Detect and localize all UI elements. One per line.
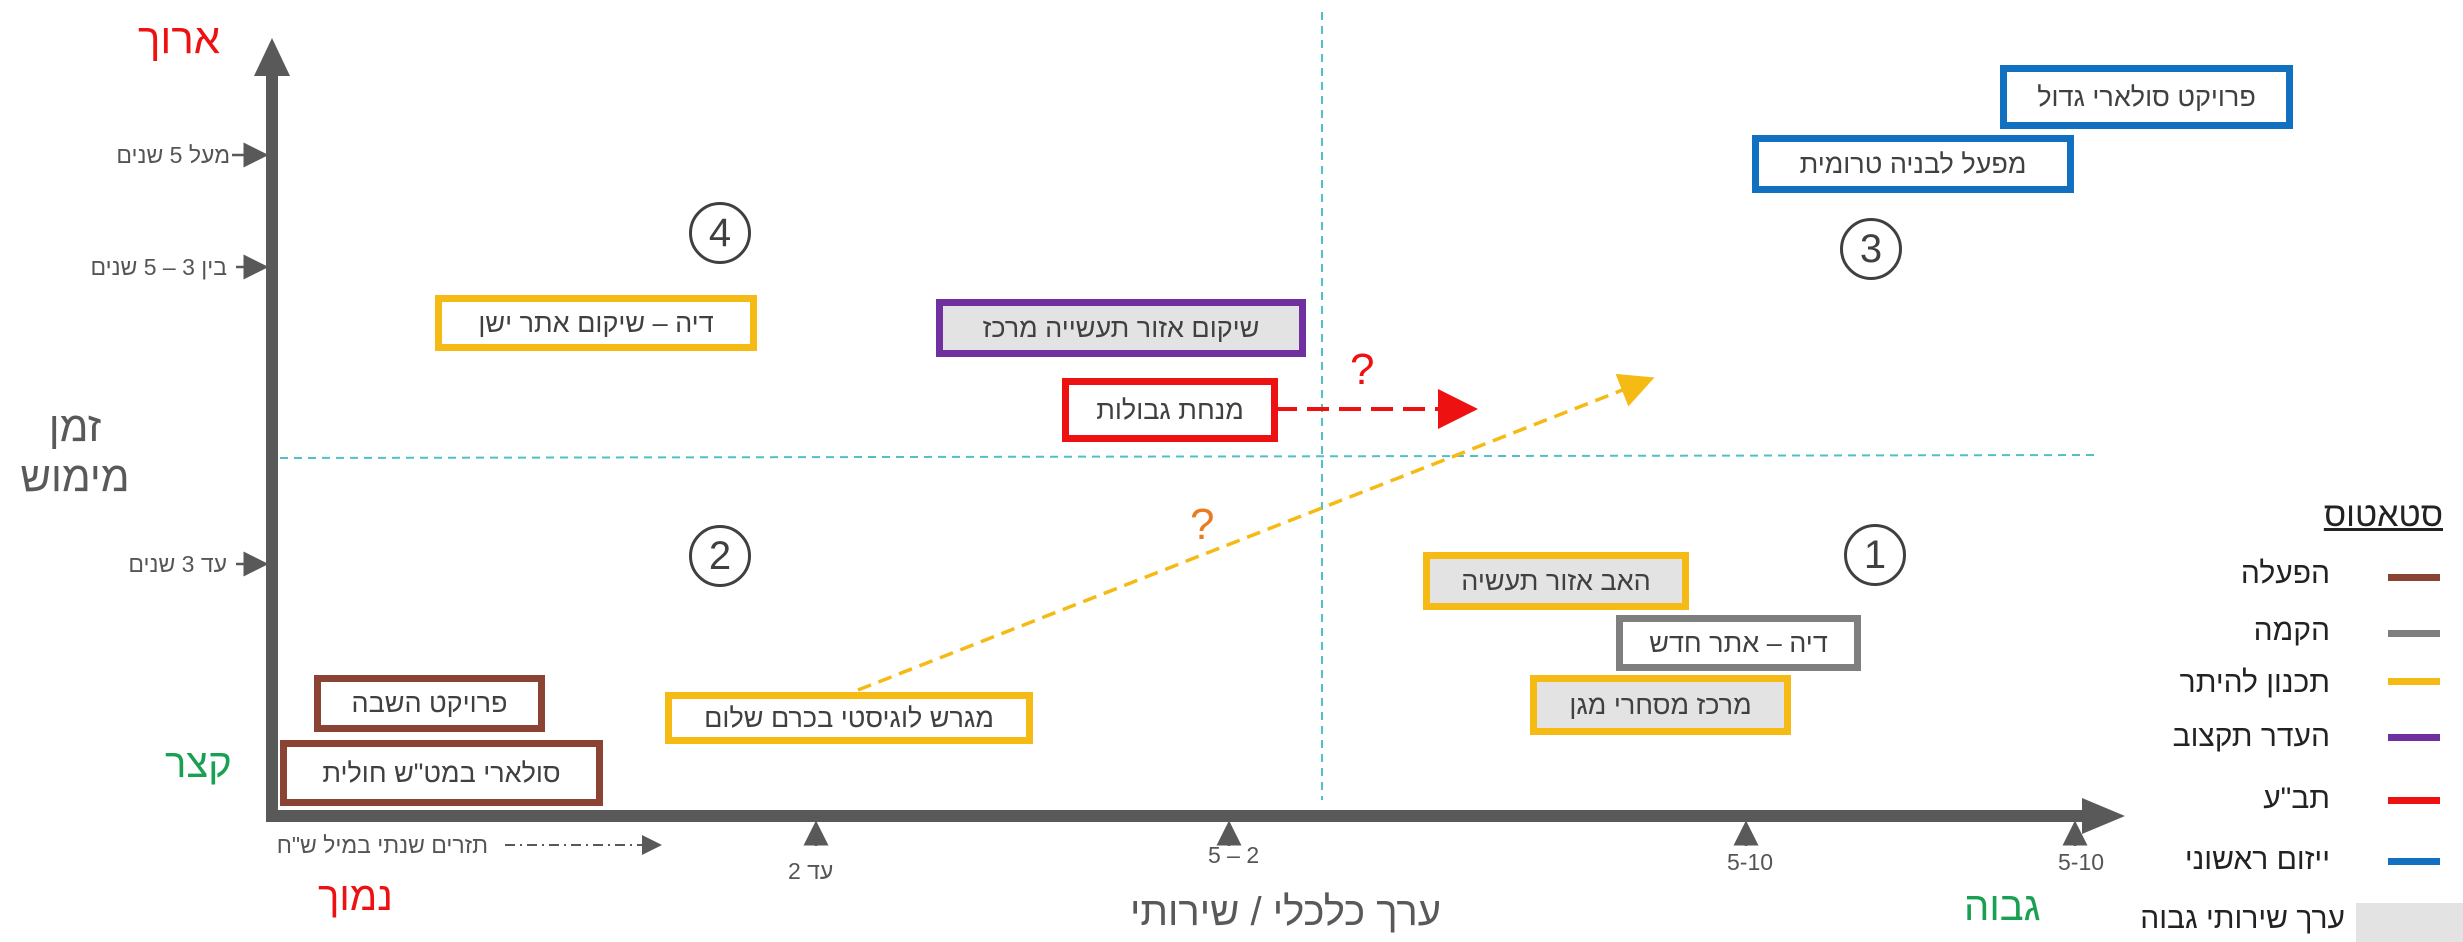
x-left-label: נמוך — [318, 875, 393, 919]
project-box: סולארי במט"ש חולית — [280, 740, 603, 806]
yellow-transition-arrow — [857, 373, 1655, 692]
project-box: מנחת גבולות — [1062, 378, 1278, 442]
y-tick-label: עד 3 שנים — [128, 551, 227, 577]
y-tick-label: בין 3 – 5 שנים — [90, 254, 227, 280]
project-box: דיה – שיקום אתר ישן — [435, 295, 757, 351]
legend-title: סטאטוס — [2323, 496, 2443, 534]
legend-item-label: ייזום ראשוני — [2184, 843, 2330, 876]
horizontal-guide-line — [279, 454, 2101, 459]
quadrant-number: 3 — [1840, 218, 1902, 280]
legend-color-line — [2388, 797, 2440, 804]
legend-color-line — [2388, 734, 2440, 741]
question-mark: ? — [1350, 345, 1375, 394]
legend-item-label: תכנון להיתר — [2179, 666, 2330, 699]
x-right-label: גבוה — [1964, 885, 2041, 929]
y-axis-title-line1: זמן — [48, 403, 102, 450]
project-box: האב אזור תעשיה — [1423, 552, 1689, 610]
y-top-label: ארוך — [138, 15, 221, 62]
x-axis-arrowhead — [2082, 798, 2125, 834]
quadrant-number: 4 — [689, 202, 751, 264]
x-tick-label: 2 – 5 — [1208, 842, 1260, 868]
y-tick-label: מעל 5 שנים — [116, 142, 230, 168]
legend-item-label: תב"ע — [2263, 782, 2330, 815]
y-bottom-label: קצר — [165, 742, 232, 786]
y-axis-arrowhead — [254, 38, 290, 76]
project-box: דיה – אתר חדש — [1616, 615, 1861, 671]
project-box: שיקום אזור תעשייה מרכז — [936, 299, 1306, 357]
legend-high-service-label: ערך שירותי גבוה — [2140, 902, 2345, 935]
legend-item-label: הקמה — [2253, 614, 2330, 647]
project-box: מפעל לבניה טרומית — [1752, 135, 2074, 193]
cashflow-note: תזרים שנתי במיל ש"ח — [276, 832, 488, 858]
project-box: מרכז מסחרי מגן — [1530, 675, 1791, 735]
legend-color-line — [2388, 574, 2440, 581]
question-mark: ? — [1190, 500, 1215, 549]
legend-color-line — [2388, 858, 2440, 865]
quadrant-number: 1 — [1844, 524, 1906, 586]
x-tick-label: עד 2 — [788, 858, 834, 884]
quadrant-number: 2 — [689, 525, 751, 587]
legend-item-label: הפעלה — [2240, 557, 2330, 590]
project-box: פרויקט סולארי גדול — [2000, 65, 2293, 129]
legend-color-line — [2388, 678, 2440, 685]
legend-color-line — [2388, 630, 2440, 637]
y-axis-title: זמן מימוש — [12, 402, 138, 502]
x-axis-title: ערך כלכלי / שירותי — [1130, 890, 1442, 934]
legend-item-label: העדר תקצוב — [2172, 720, 2330, 753]
legend-high-service-swatch — [2356, 903, 2463, 942]
x-tick-label: 5-10 — [2058, 849, 2105, 875]
project-box: פרויקט השבה — [314, 675, 545, 732]
project-box: מגרש לוגיסטי בכרם שלום — [665, 692, 1033, 744]
x-tick-label: 5-10 — [1727, 849, 1774, 875]
y-axis-title-line2: מימוש — [20, 453, 130, 500]
